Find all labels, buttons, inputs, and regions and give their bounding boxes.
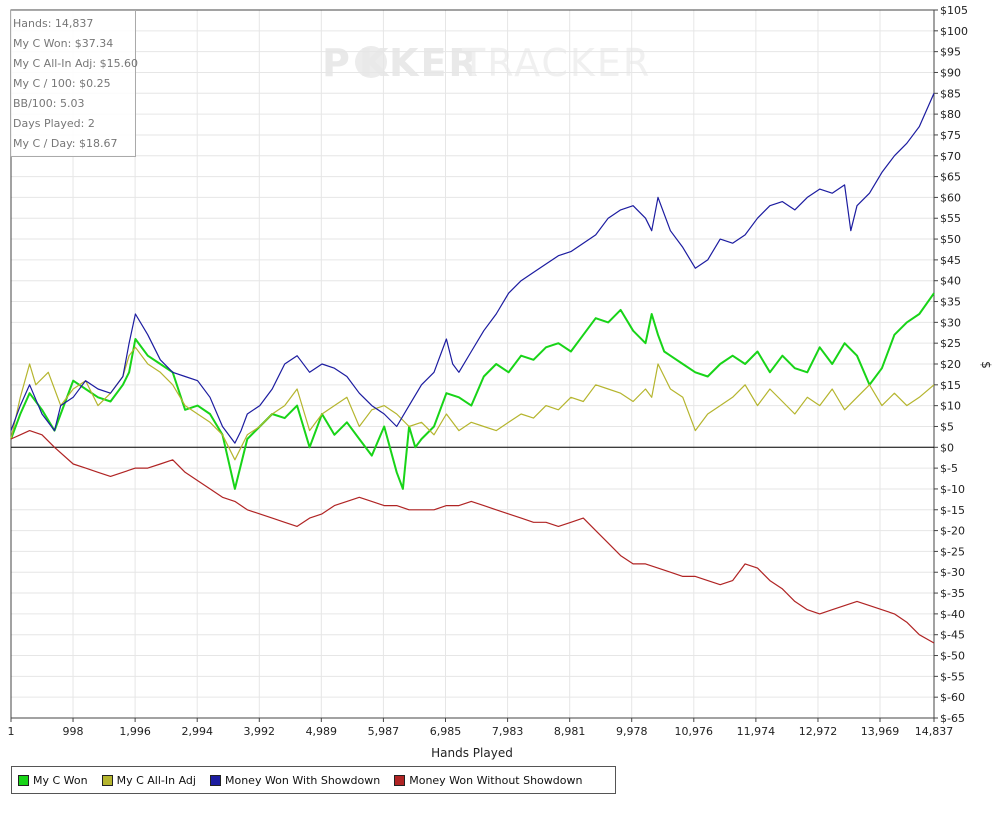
y-tick-label: $80: [940, 108, 961, 121]
y-tick-label: $-5: [940, 462, 958, 475]
legend-swatch: [18, 774, 29, 786]
x-tick-label: 14,837: [915, 725, 954, 738]
y-tick-label: $20: [940, 358, 961, 371]
y-tick-label: $-60: [940, 691, 965, 704]
y-tick-label: $25: [940, 337, 961, 350]
stats-per-day: My C / Day: $18.67: [13, 137, 118, 150]
grid: [10, 9, 935, 719]
x-axis-title: Hands Played: [431, 746, 513, 760]
watermark-right: KER: [389, 41, 480, 85]
y-tick-label: $-10: [940, 483, 965, 496]
legend-item-without-showdown: Money Won Without Showdown: [394, 774, 582, 787]
stats-hands: Hands: 14,837: [13, 17, 94, 30]
legend-item-all-in-adj: My C All-In Adj: [101, 773, 196, 787]
stats-bb-per-100: BB/100: 5.03: [13, 97, 85, 110]
y-tick-label: $85: [940, 87, 961, 100]
watermark-chip-center: K: [359, 41, 390, 85]
y-tick-label: $-25: [940, 545, 965, 558]
x-tick-label: 10,976: [675, 725, 714, 738]
x-tick-label: 12,972: [799, 725, 838, 738]
y-tick-label: $105: [940, 4, 968, 17]
series-line-my-c-won: [10, 292, 935, 490]
y-tick-label: $-50: [940, 650, 965, 663]
series-line-my-c-all-in-adj: [10, 346, 935, 461]
x-tick-label: 4,989: [306, 725, 338, 738]
y-tick-label: $10: [940, 400, 961, 413]
y-tick-label: $-55: [940, 670, 965, 683]
watermark: P K KER TRACKER: [322, 41, 651, 85]
y-tick-label: $35: [940, 296, 961, 309]
y-tick-label: $0: [940, 441, 954, 454]
x-tick-label: 13,969: [861, 725, 900, 738]
x-tick-label: 9,978: [616, 725, 648, 738]
y-tick-label: $5: [940, 420, 954, 433]
y-tick-label: $40: [940, 275, 961, 288]
legend-label: My C All-In Adj: [116, 773, 196, 787]
y-tick-label: $55: [940, 212, 961, 225]
legend-label: Money Won Without Showdown: [409, 773, 583, 787]
y-tick-label: $70: [940, 150, 961, 163]
x-tick-label: 998: [63, 725, 84, 738]
y-axis-title: $: [979, 361, 992, 369]
y-tick-label: $90: [940, 66, 961, 79]
chip-icon: [355, 46, 387, 78]
x-tick-label: 5,987: [368, 725, 400, 738]
y-tick-label: $30: [940, 316, 961, 329]
series-line-money-won-without-showdown: [10, 430, 935, 644]
y-tick-label: $-65: [940, 712, 965, 725]
stats-allin-adj: My C All-In Adj: $15.60: [13, 57, 139, 70]
legend-swatch: [209, 774, 221, 786]
stats-won: My C Won: $37.34: [13, 37, 114, 50]
y-tick-label: $15: [940, 379, 961, 392]
y-tick-label: $-15: [940, 504, 965, 517]
legend: My C Won My C All-In Adj Money Won With …: [11, 766, 616, 794]
x-tick-label: 1,996: [119, 725, 151, 738]
stats-per-100: My C / 100: $0.25: [13, 77, 111, 90]
y-tick-label: $100: [940, 25, 968, 38]
y-tick-label: $60: [940, 191, 961, 204]
stats-summary-box: Hands: 14,837 My C Won: $37.34 My C All-…: [10, 10, 139, 157]
series-group: [10, 93, 935, 644]
x-tick-label: 3,992: [244, 725, 276, 738]
y-tick-label: $-20: [940, 525, 965, 538]
legend-item-with-showdown: Money Won With Showdown: [209, 773, 381, 787]
legend-label: Money Won With Showdown: [224, 773, 381, 787]
legend-item-my-c-won: My C Won: [18, 774, 88, 787]
x-tick-label: 6,985: [430, 725, 462, 738]
y-axis: $105 $100 $95 $90 $85 $80 $75 $70 $65 $60 $55 $50 $4…: [934, 4, 968, 725]
legend-swatch: [101, 774, 113, 786]
y-tick-label: $45: [940, 254, 961, 267]
x-axis: 1 998 1,996 2,994 3,992 4,989 5,987 6,985 7,983 8…: [8, 718, 954, 738]
watermark-left: P: [322, 41, 352, 85]
x-tick-label: 1: [8, 725, 15, 738]
legend-label: My C Won: [33, 773, 88, 787]
stats-days-played: Days Played: 2: [13, 117, 95, 130]
y-tick-label: $-40: [940, 608, 965, 621]
y-tick-label: $95: [940, 46, 961, 59]
y-tick-label: $50: [940, 233, 961, 246]
x-tick-label: 8,981: [554, 725, 586, 738]
y-tick-label: $-30: [940, 566, 965, 579]
legend-swatch: [394, 774, 406, 786]
y-tick-label: $-45: [940, 629, 965, 642]
series-line-money-won-with-showdown: [10, 93, 935, 444]
y-tick-label: $-35: [940, 587, 965, 600]
x-tick-label: 2,994: [181, 725, 213, 738]
x-tick-label: 11,974: [737, 725, 776, 738]
watermark-tail: TRACKER: [461, 41, 651, 85]
y-tick-label: $75: [940, 129, 961, 142]
y-tick-label: $65: [940, 171, 961, 184]
x-tick-label: 7,983: [492, 725, 524, 738]
